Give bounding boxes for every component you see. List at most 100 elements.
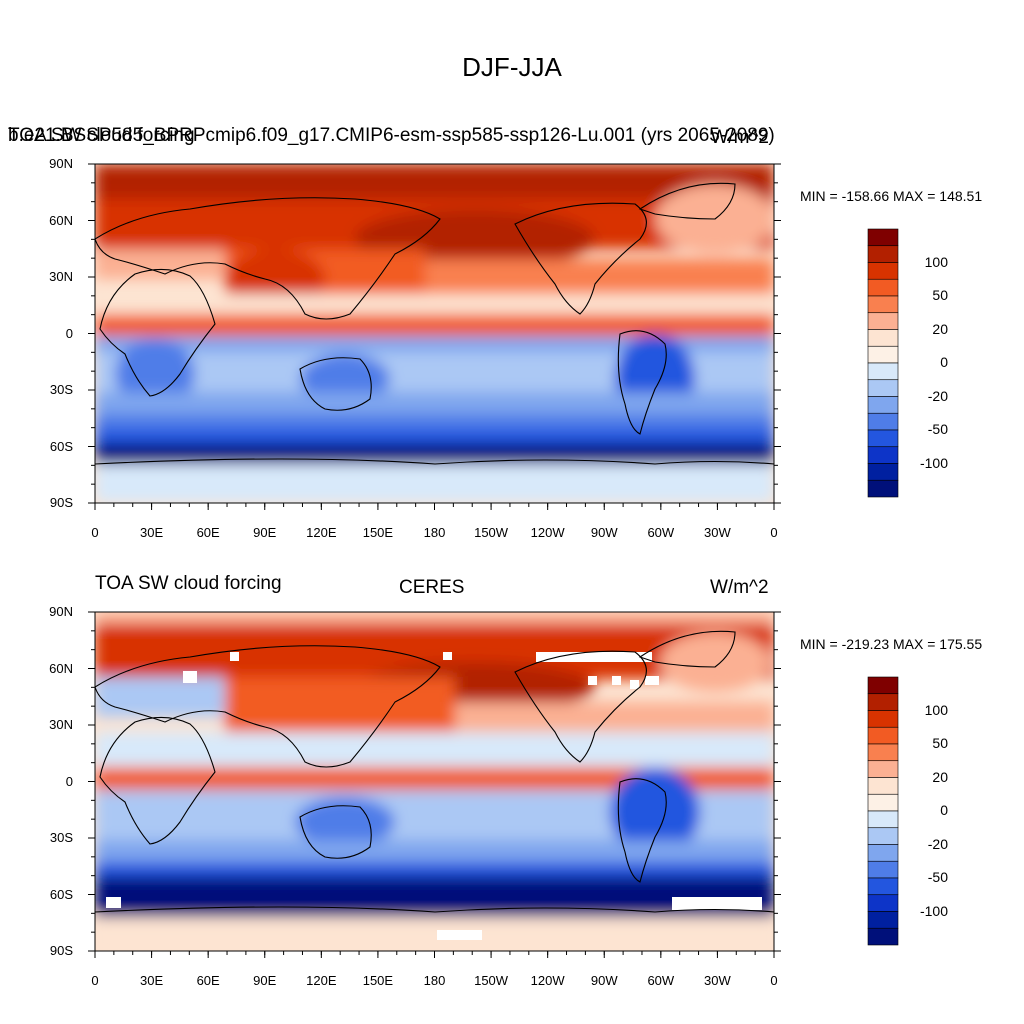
- panel2-map: [95, 612, 774, 951]
- colorbar-swatch: [867, 463, 899, 481]
- lon-tick-label: 30E: [140, 973, 164, 988]
- panel1-units: W/m^2: [710, 127, 769, 148]
- colorbar-swatch: [867, 312, 899, 330]
- colorbar-swatch: [867, 911, 899, 929]
- lon-tick-label: 30W: [704, 973, 731, 988]
- panel1-left-title: b.e21.BSSP585_BPRPcmip6.f09_g17.CMIP6-es…: [8, 125, 775, 146]
- colorbar-swatch: [867, 362, 899, 381]
- colorbar-swatch: [867, 295, 899, 314]
- colorbar-swatch: [867, 860, 899, 879]
- colorbar-swatch: [867, 479, 899, 498]
- lon-tick-label: 60E: [196, 525, 220, 540]
- colorbar-swatch: [867, 927, 899, 946]
- colorbar-label: 50: [932, 735, 948, 751]
- panel1-left-title-overlap: TOA SW cloud forcing: [8, 125, 195, 146]
- colorbar-label: -20: [927, 387, 948, 404]
- panel2-center-title: CERES: [399, 577, 465, 598]
- lon-tick-label: 90W: [590, 525, 618, 540]
- lon-tick-label: 120W: [530, 973, 565, 988]
- lon-tick-label: 0: [770, 525, 778, 540]
- lat-tick-label: 30S: [49, 382, 73, 397]
- colorbar-label: -20: [927, 835, 948, 852]
- lat-tick-label: 60N: [49, 212, 73, 228]
- colorbar-label: -50: [927, 421, 948, 437]
- lon-tick-label: 150W: [474, 973, 509, 988]
- panel1-map: [95, 164, 774, 503]
- colorbar-label: -100: [919, 902, 948, 919]
- lat-tick-label: 90S: [49, 495, 73, 510]
- lon-tick-label: 60E: [196, 973, 220, 988]
- lon-tick-label: 0: [91, 973, 99, 988]
- panel2-minmax: MIN = -219.23 MAX = 175.55: [800, 636, 983, 652]
- lon-tick-label: 0: [770, 973, 778, 988]
- lon-tick-label: 120E: [306, 525, 337, 540]
- lat-tick-label: 60S: [49, 886, 73, 902]
- lon-tick-label: 150W: [474, 525, 509, 540]
- colorbar-swatch: [867, 726, 899, 745]
- colorbar-label: 0: [940, 802, 948, 818]
- lon-tick-label: 30E: [140, 525, 164, 540]
- colorbar-swatch: [867, 345, 899, 364]
- colorbar-swatch: [867, 710, 899, 728]
- lon-tick-label: 60W: [647, 973, 675, 988]
- lat-tick-label: 90N: [49, 156, 73, 171]
- colorbar-swatch: [867, 262, 899, 280]
- colorbar-swatch: [867, 877, 899, 896]
- colorbar-label: 100: [924, 253, 948, 270]
- colorbar-swatch: [867, 228, 899, 247]
- colorbars: [867, 228, 899, 946]
- colorbar-swatch: [867, 743, 899, 762]
- lon-tick-label: 180: [423, 525, 446, 540]
- colorbar-swatch: [867, 245, 899, 263]
- colorbar-swatch: [867, 278, 899, 297]
- lon-tick-label: 90E: [253, 525, 277, 540]
- colorbar-swatch: [867, 894, 899, 912]
- lon-tick-label: 150E: [362, 973, 394, 988]
- panel1-minmax: MIN = -158.66 MAX = 148.51: [800, 188, 983, 204]
- colorbar-swatch: [867, 676, 899, 695]
- lon-tick-label: 180: [423, 973, 446, 988]
- lat-tick-label: 0: [65, 773, 73, 789]
- lat-tick-label: 90N: [49, 604, 73, 619]
- lat-tick-label: 0: [65, 325, 73, 341]
- panel2-missing-data: [106, 652, 762, 940]
- lat-tick-label: 90S: [49, 943, 73, 958]
- colorbar-label: 0: [940, 354, 948, 370]
- panel2-left-title: TOA SW cloud forcing: [95, 573, 282, 594]
- colorbar-swatch: [867, 412, 899, 431]
- colorbar-swatch: [867, 693, 899, 711]
- colorbar-swatch: [867, 760, 899, 778]
- axis-ticks: [88, 163, 781, 958]
- colorbar-label: 100: [924, 701, 948, 718]
- colorbar-label: 20: [932, 320, 948, 337]
- lon-tick-label: 90W: [590, 973, 618, 988]
- lon-tick-label: 120E: [306, 973, 337, 988]
- colorbar-label: -50: [927, 869, 948, 885]
- lon-tick-label: 150E: [362, 525, 394, 540]
- colorbar-swatch: [867, 446, 899, 464]
- lat-tick-label: 30N: [49, 269, 73, 284]
- colorbar-swatch: [867, 396, 899, 414]
- lon-tick-label: 60W: [647, 525, 675, 540]
- colorbar-label: 50: [932, 287, 948, 303]
- lon-tick-label: 120W: [530, 525, 565, 540]
- lat-tick-label: 30N: [49, 717, 73, 732]
- lat-tick-label: 60S: [49, 438, 73, 454]
- lat-tick-label: 30S: [49, 830, 73, 845]
- lon-tick-label: 90E: [253, 973, 277, 988]
- colorbar-swatch: [867, 429, 899, 448]
- colorbar-label: 20: [932, 768, 948, 785]
- colorbar-swatch: [867, 777, 899, 795]
- lon-tick-label: 0: [91, 525, 99, 540]
- colorbar-label: -100: [919, 454, 948, 471]
- colorbar-swatch: [867, 379, 899, 397]
- colorbar-swatch: [867, 810, 899, 829]
- colorbar-swatch: [867, 844, 899, 862]
- panel2-units: W/m^2: [710, 577, 769, 598]
- main-title: DJF-JJA: [462, 52, 562, 82]
- lat-tick-label: 60N: [49, 660, 73, 676]
- lon-tick-label: 30W: [704, 525, 731, 540]
- colorbar-swatch: [867, 329, 899, 347]
- colorbar-swatch: [867, 793, 899, 812]
